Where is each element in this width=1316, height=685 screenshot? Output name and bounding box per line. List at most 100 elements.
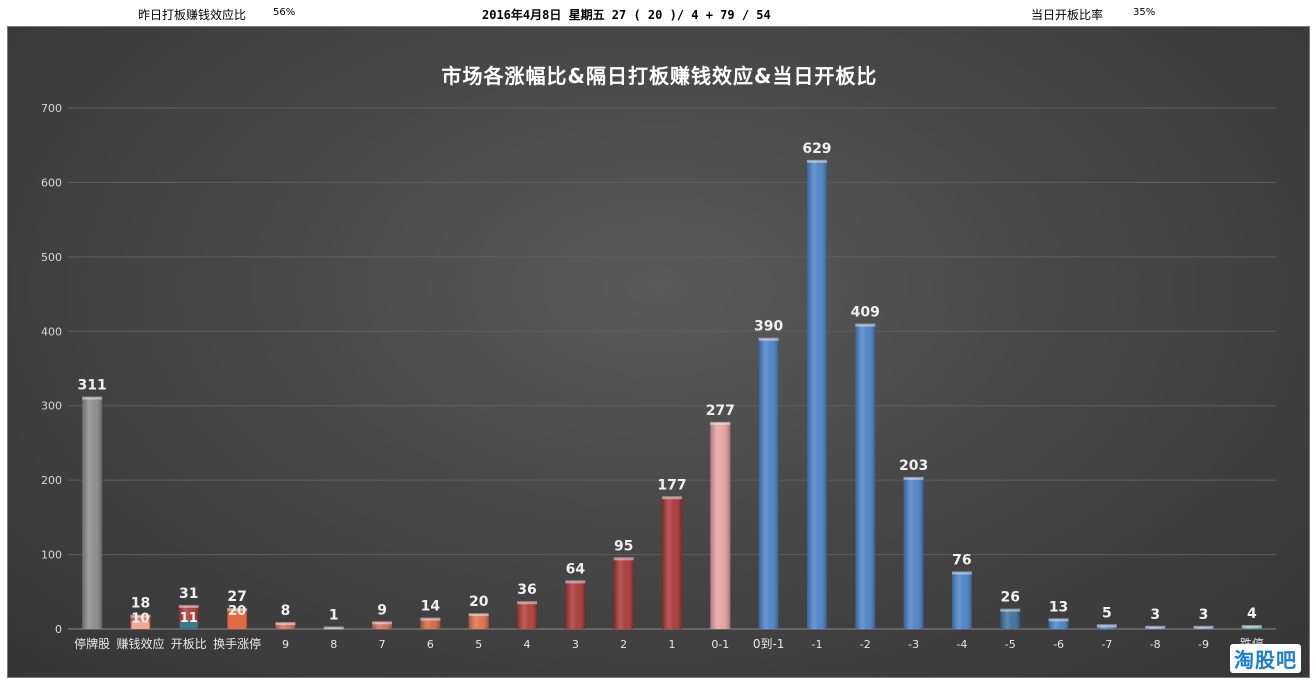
bar-cap [82,396,103,400]
category-label: 8 [330,638,337,651]
category-label: -9 [1198,638,1209,651]
bar-gloss [1096,625,1117,629]
open-board-value: 35% [1133,7,1156,18]
bar-cap [1048,618,1069,622]
category-label: -5 [1005,638,1016,651]
chart-title: 市场各涨幅比&隔日打板赚钱效应&当日开板比 [441,64,878,88]
bar-cap [130,614,151,618]
bar-gloss [1193,626,1214,629]
watermark-logo: 淘股吧 [1230,644,1301,673]
chart-panel: 市场各涨幅比&隔日打板赚钱效应&当日开板比 0 100 200 300 400 500 60… [7,26,1310,678]
category-label: -2 [860,638,871,651]
bar-gloss [806,160,827,629]
overlay-data-label: 11 [180,611,198,626]
bar-cap [372,621,393,625]
bar-gloss [372,622,393,629]
overlay-bar [131,621,150,629]
bar-gloss [468,614,489,629]
category-label: 6 [427,638,434,651]
bar-cap [662,496,682,500]
bar-cap [227,607,248,611]
yesterday-profit-label: 昨日打板赚钱效应比 [138,8,247,22]
bar-gloss [1241,626,1262,629]
bar-gloss [1048,619,1069,629]
category-label: -6 [1053,638,1064,651]
bar-gloss [517,602,538,629]
bar-cap [951,571,972,575]
bar-cap [1145,625,1166,629]
data-label: 26 [1000,590,1019,606]
data-label: 95 [614,538,633,554]
data-label: 409 [851,305,880,321]
bar-cap [1241,625,1262,629]
category-label: -4 [956,638,967,651]
bar-cap [758,337,779,341]
category-label: 1 [669,638,676,651]
category-label: 停牌股 [74,636,110,651]
y-tick-label: 200 [41,474,62,487]
data-label: 31 [179,586,198,602]
bar-cap [903,476,924,480]
data-label: 629 [802,141,831,157]
bar-gloss [1000,609,1021,629]
data-label: 13 [1049,599,1068,615]
data-label: 3 [1199,607,1209,623]
data-label: 203 [899,458,928,474]
bar-gloss [323,627,344,629]
category-label: -7 [1101,638,1112,651]
bar-cap [420,617,441,621]
y-tick-label: 300 [41,400,62,413]
overlay-data-label: 20 [228,604,246,619]
bar-cap [178,604,199,608]
y-tick-label: 700 [41,102,62,115]
category-label: -3 [908,638,919,651]
data-label: 177 [657,477,686,493]
data-label: 277 [706,403,735,419]
bar-gloss [710,422,731,629]
bar-cap [710,421,731,425]
y-tick-label: 500 [41,251,62,264]
category-label: 0到-1 [753,637,785,651]
bar-gloss [855,324,876,629]
category-label: 赚钱效应 [116,636,164,651]
bar-gloss [662,497,682,629]
overlay-bar [228,614,247,629]
bar-cap [1096,624,1117,628]
data-label: 27 [227,589,246,605]
data-label: 5 [1102,605,1112,621]
open-board-label: 当日开板比率 [1031,8,1104,22]
category-label: 5 [475,638,482,651]
category-label: -8 [1150,638,1161,651]
y-tick-label: 100 [41,549,62,562]
data-label: 3 [1150,607,1160,623]
data-label: 20 [469,594,489,610]
bar-cap [468,613,489,617]
header-bar: 昨日打板赚钱效应比 56% 2016年4月8日 星期五 27 ( 20 )/ 4… [0,0,1316,26]
bar-cap [855,323,876,327]
bar-cap [806,159,827,163]
bar-gloss [565,581,586,629]
bar-gloss [420,618,441,629]
category-label: 开板比 [171,637,207,651]
bar-cap [613,557,634,561]
bar-cap [1193,625,1214,629]
y-tick-label: 0 [55,623,62,636]
y-tick-label: 600 [41,176,62,189]
bar-chart: 0100200300400500600700311停牌股1810赚钱效应3111… [41,102,1276,651]
category-label: 9 [282,638,289,651]
data-label: 1 [329,608,339,624]
bar-cap [565,580,586,584]
bar-cap [517,601,538,605]
date-summary: 2016年4月8日 星期五 27 ( 20 )/ 4 + 79 / 54 [482,8,771,22]
overlay-bar [179,620,198,629]
bar-gloss [275,623,296,629]
bar-cap [323,626,344,630]
category-label: 2 [620,638,627,651]
data-label: 8 [281,603,291,619]
bar-cap [1000,608,1021,612]
data-label: 64 [566,561,586,577]
data-label: 18 [131,596,150,612]
category-label: 0-1 [711,638,729,651]
bar-cap [275,622,296,626]
bar-gloss [758,338,779,629]
